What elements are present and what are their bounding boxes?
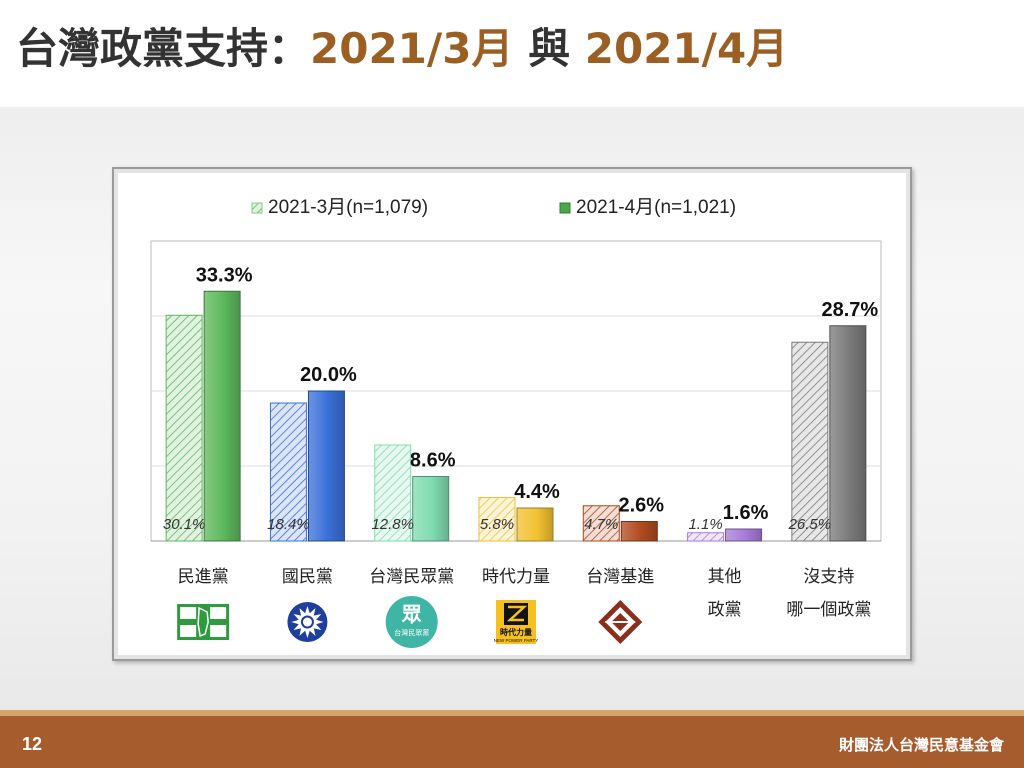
page-number: 12: [22, 734, 43, 754]
bar-april-4: [516, 507, 554, 542]
title-conjunction: 與: [528, 24, 571, 73]
data-label-march-5: 4.7%: [584, 516, 618, 533]
category-label-6-line1: 其他: [708, 567, 742, 587]
category-label-4: 時代力量: [482, 567, 550, 587]
tsp-logo-icon: [598, 600, 643, 644]
kmt-logo-icon: [287, 602, 328, 642]
data-label-april-7: 28.7%: [821, 299, 878, 321]
category-label-6-line2: 政黨: [708, 600, 742, 620]
bar-april-2: [307, 390, 345, 542]
title-main: 台灣政黨支持：: [16, 24, 311, 73]
data-label-april-5: 2.6%: [618, 495, 664, 517]
data-label-march-4: 5.8%: [480, 516, 514, 533]
title-date-march: 2021/3月: [310, 24, 514, 73]
data-label-march-6: 1.1%: [688, 516, 722, 533]
category-label-7-line2: 哪一個政黨: [786, 600, 871, 620]
bar-april-7: [829, 325, 867, 542]
slide-title: 台灣政黨支持：2021/3月 與 2021/4月: [16, 14, 788, 84]
bar-march-3: [374, 444, 412, 542]
npp-logo-text-en: NEW POWER PARTY: [494, 638, 539, 643]
data-label-march-3: 12.8%: [371, 516, 414, 533]
bar-march-2: [269, 402, 307, 542]
legend-label-2: 2021-4月(n=1,021): [576, 197, 736, 218]
bar-april-6: [725, 528, 763, 542]
bar-march-1: [165, 314, 203, 542]
npp-logo-text: 時代力量: [500, 627, 532, 637]
chart-panel: 2021-3月(n=1,079) 2021-4月(n=1,021) 30.1% 33.…: [112, 167, 912, 661]
legend-swatch-1: [251, 202, 263, 214]
data-label-april-1: 33.3%: [196, 264, 253, 286]
data-label-march-2: 18.4%: [267, 516, 310, 533]
data-label-april-3: 8.6%: [410, 450, 456, 472]
organization-name: 財團法人台灣民意基金會: [838, 736, 1004, 754]
category-label-3: 台灣民眾黨: [369, 567, 454, 587]
legend-swatch-2: [559, 202, 571, 214]
category-label-1: 民進黨: [178, 567, 229, 587]
bar-chart: 2021-3月(n=1,079) 2021-4月(n=1,021) 30.1% 33.…: [150, 197, 882, 648]
category-label-5: 台灣基進: [586, 567, 654, 587]
legend-label-1: 2021-3月(n=1,079): [268, 197, 428, 218]
bar-march-5: [582, 505, 620, 542]
data-label-april-4: 4.4%: [514, 481, 560, 503]
footer-bar: 12 財團法人台灣民意基金會: [0, 710, 1024, 768]
tpp-logo-glyph: 眾: [401, 602, 422, 626]
data-label-april-2: 20.0%: [300, 364, 357, 386]
tpp-logo-text: 台灣民眾黨: [394, 628, 429, 637]
data-label-april-6: 1.6%: [723, 502, 769, 524]
title-date-april: 2021/4月: [584, 24, 789, 73]
category-label-7-line1: 沒支持: [803, 567, 854, 587]
category-label-2: 國民黨: [282, 567, 333, 587]
bar-april-5: [620, 521, 658, 542]
dpp-logo-icon: [177, 604, 230, 640]
bar-april-1: [203, 290, 241, 542]
data-label-march-7: 26.5%: [788, 516, 832, 533]
bar-march-6: [687, 532, 725, 542]
bar-april-3: [412, 476, 450, 542]
data-label-march-1: 30.1%: [163, 516, 206, 533]
bar-march-7: [791, 341, 829, 542]
bar-march-4: [478, 497, 516, 542]
